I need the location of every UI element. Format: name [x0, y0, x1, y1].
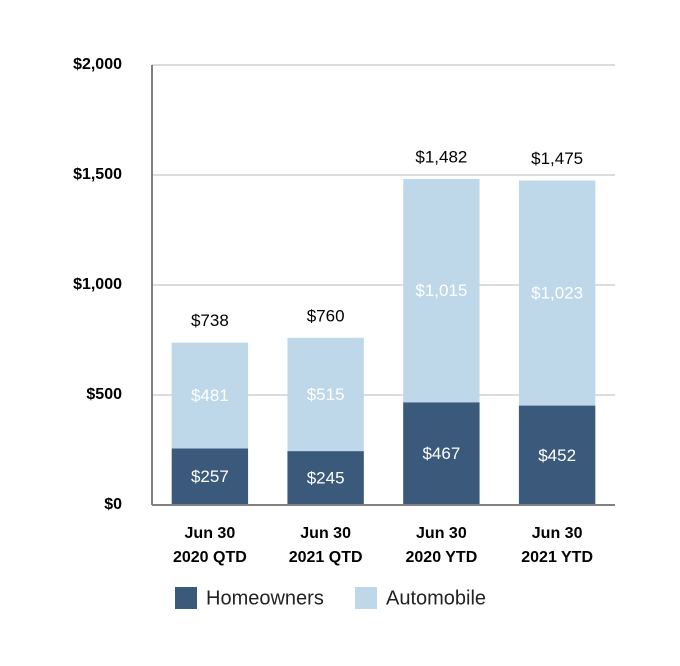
y-tick-label: $1,500 [73, 166, 122, 183]
data-label: $245 [307, 469, 345, 488]
y-tick-label: $500 [86, 386, 122, 403]
bar-segment [287, 337, 364, 452]
legend-swatch [355, 587, 377, 609]
y-tick-label: $2,000 [73, 56, 122, 73]
total-label: $1,475 [531, 149, 583, 168]
total-label: $1,482 [415, 147, 467, 166]
data-label: $257 [191, 467, 229, 486]
x-tick-label: Jun 30 2021 QTD [288, 525, 363, 566]
legend-swatch [175, 587, 197, 609]
data-label: $467 [422, 444, 460, 463]
bar-segment [403, 402, 480, 505]
data-label: $452 [538, 446, 576, 465]
legend-label: Homeowners [206, 587, 324, 609]
y-tick-label: $1,000 [73, 276, 122, 293]
data-label: $481 [191, 386, 229, 405]
data-label: $515 [307, 385, 345, 404]
total-label: $738 [191, 311, 229, 330]
x-tick-label: Jun 30 2020 QTD [172, 525, 247, 566]
x-tick-label: Jun 30 2020 YTD [405, 525, 478, 566]
bar-segment [518, 180, 596, 406]
x-tick-label: Jun 30 2021 YTD [521, 525, 593, 566]
bar-segment [518, 405, 596, 505]
bar-segment [403, 178, 480, 403]
bar-segment [171, 448, 249, 505]
y-tick-label: $0 [104, 496, 122, 513]
legend-label: Automobile [386, 587, 486, 609]
data-label: $1,015 [415, 281, 467, 300]
total-label: $760 [307, 306, 345, 325]
bar-segment [171, 342, 249, 449]
data-label: $1,023 [531, 284, 583, 303]
bar-segment [287, 451, 364, 505]
